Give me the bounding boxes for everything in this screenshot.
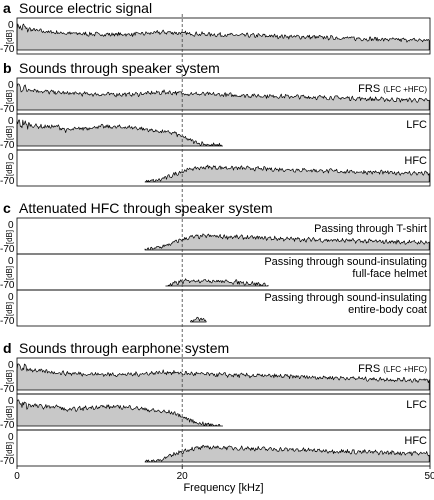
y-tick-label: 0 — [8, 432, 14, 443]
section-letter: d — [3, 340, 12, 356]
y-axis-label: [dB] — [5, 30, 14, 44]
panel-label: LFC — [406, 119, 427, 131]
spectrum-area — [165, 278, 269, 287]
y-tick-label: -70 — [0, 316, 15, 327]
y-tick-label: 0 — [8, 220, 14, 231]
y-tick-label: 0 — [8, 292, 14, 303]
y-tick-label: -70 — [0, 104, 15, 115]
section-title: Sounds through earphone system — [19, 340, 229, 356]
section-letter: a — [3, 0, 11, 16]
y-axis-label: [dB] — [5, 406, 14, 420]
y-tick-label: -70 — [0, 280, 15, 291]
section-title: Attenuated HFC through speaker system — [19, 200, 273, 216]
panel-label: Passing through sound-insulating — [264, 292, 427, 304]
panel-label: Passing through sound-insulating — [264, 256, 427, 268]
y-axis-label: [dB] — [5, 230, 14, 244]
panel-label: HFC — [404, 435, 427, 447]
spectrum-area — [144, 233, 430, 251]
spectrum-area — [16, 119, 224, 147]
section-letter: c — [3, 200, 11, 216]
panel-frame — [16, 289, 431, 327]
section-title: Source electric signal — [19, 0, 152, 16]
y-axis-label: [dB] — [5, 370, 14, 384]
spectrum-area — [144, 164, 430, 183]
panel-label: LFC — [406, 399, 427, 411]
panel-label-line2: full-face helmet — [352, 268, 427, 280]
y-tick-label: -70 — [0, 176, 15, 187]
y-axis-label: [dB] — [5, 442, 14, 456]
panel-label-main: FRS — [358, 363, 383, 375]
y-axis-label: [dB] — [5, 126, 14, 140]
y-tick-label: 0 — [8, 360, 14, 371]
y-axis-label: [dB] — [5, 162, 14, 176]
y-tick-label: -70 — [0, 244, 15, 255]
y-tick-label: -70 — [0, 456, 15, 467]
y-axis-label: [dB] — [5, 302, 14, 316]
spectrum-area — [16, 23, 430, 51]
x-axis-label: Frequency [kHz] — [183, 482, 263, 494]
panel-sublabel: (LFC +HFC) — [383, 85, 427, 94]
panel-label: FRS (LFC +HFC) — [358, 83, 427, 95]
panel-label: Passing through T-shirt — [314, 223, 427, 235]
y-axis-label: [dB] — [5, 90, 14, 104]
spectrum-area — [190, 316, 207, 323]
y-tick-label: -70 — [0, 420, 15, 431]
y-tick-label: -70 — [0, 140, 15, 151]
y-tick-label: -70 — [0, 44, 15, 55]
y-tick-label: 0 — [8, 20, 14, 31]
y-tick-label: 0 — [8, 116, 14, 127]
panel-frame — [16, 17, 431, 55]
spectrum-area — [16, 363, 430, 391]
spectrum-area — [144, 444, 430, 463]
panel-frame — [16, 429, 431, 467]
x-tick-label: 20 — [177, 471, 189, 482]
section-letter: b — [3, 60, 12, 76]
panel-label-main: FRS — [358, 83, 383, 95]
spectrum-area — [16, 399, 224, 427]
y-tick-label: 0 — [8, 152, 14, 163]
panel-label-line2: entire-body coat — [348, 304, 427, 316]
x-tick-label: 0 — [14, 471, 20, 482]
section-title: Sounds through speaker system — [19, 60, 220, 76]
y-tick-label: 0 — [8, 256, 14, 267]
y-tick-label: 0 — [8, 396, 14, 407]
panel-label: FRS (LFC +HFC) — [358, 363, 427, 375]
panel-label: HFC — [404, 155, 427, 167]
y-axis-label: [dB] — [5, 266, 14, 280]
y-tick-label: 0 — [8, 80, 14, 91]
y-tick-label: -70 — [0, 384, 15, 395]
panel-frame — [16, 149, 431, 187]
panel-sublabel: (LFC +HFC) — [383, 365, 427, 374]
spectrum-area — [16, 83, 430, 111]
x-tick-label: 50 — [424, 471, 434, 482]
